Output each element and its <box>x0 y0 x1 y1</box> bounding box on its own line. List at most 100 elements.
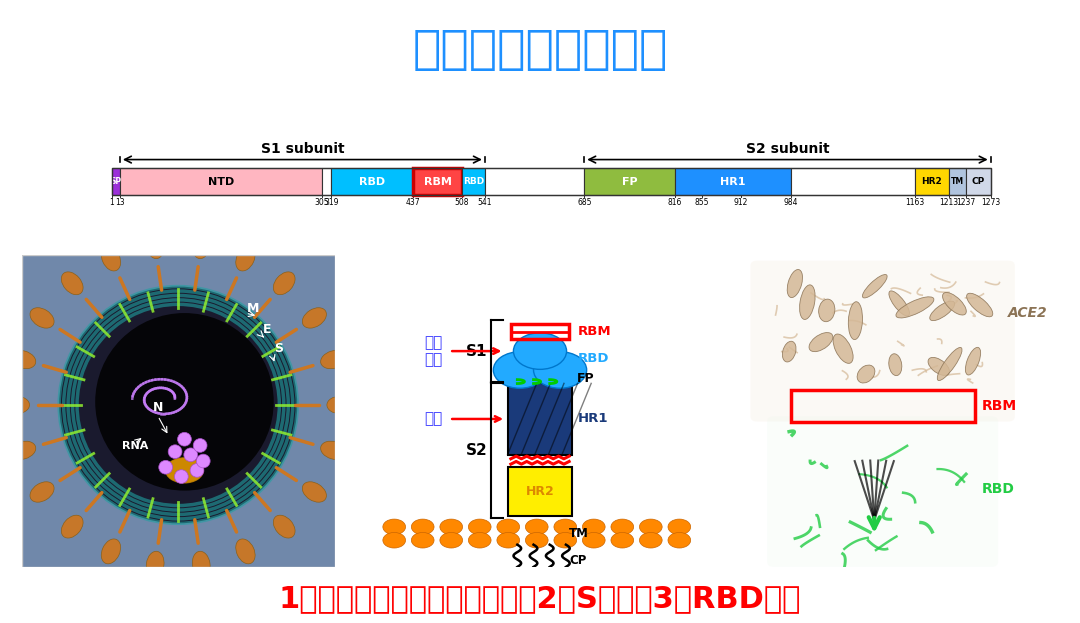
Circle shape <box>554 519 577 535</box>
Ellipse shape <box>943 292 967 315</box>
Text: HR1: HR1 <box>577 412 608 426</box>
Text: 855: 855 <box>694 198 708 207</box>
FancyBboxPatch shape <box>767 416 998 567</box>
Text: 305: 305 <box>314 198 329 207</box>
Text: S1: S1 <box>465 344 487 359</box>
Text: TM: TM <box>950 177 964 186</box>
Circle shape <box>639 533 662 548</box>
Ellipse shape <box>10 441 36 459</box>
Ellipse shape <box>102 246 121 271</box>
Ellipse shape <box>273 515 295 538</box>
Ellipse shape <box>30 482 54 502</box>
Circle shape <box>497 519 519 535</box>
Circle shape <box>175 470 188 483</box>
Text: S1 subunit: S1 subunit <box>260 142 345 156</box>
Bar <box>584 168 675 195</box>
Circle shape <box>440 533 462 548</box>
Ellipse shape <box>930 301 955 321</box>
Ellipse shape <box>889 291 909 316</box>
Text: RBD: RBD <box>360 177 386 187</box>
Circle shape <box>95 313 273 491</box>
Ellipse shape <box>787 270 802 298</box>
Text: RBM: RBM <box>982 399 1016 413</box>
Circle shape <box>497 533 519 548</box>
Circle shape <box>168 445 181 459</box>
Text: 1: 1 <box>109 198 114 207</box>
Circle shape <box>469 519 491 535</box>
Text: CP: CP <box>972 177 985 186</box>
Text: HR2: HR2 <box>526 485 554 498</box>
Text: RBD: RBD <box>463 177 484 186</box>
Bar <box>791 168 915 195</box>
Text: E: E <box>262 323 271 336</box>
Text: RNA: RNA <box>122 440 148 450</box>
Text: 541: 541 <box>477 198 492 207</box>
Text: 13: 13 <box>116 198 125 207</box>
Text: RBM: RBM <box>577 325 611 338</box>
Circle shape <box>639 519 662 535</box>
Text: 多肽: 多肽 <box>424 411 443 427</box>
Circle shape <box>440 519 462 535</box>
Circle shape <box>59 287 297 523</box>
Ellipse shape <box>321 441 347 459</box>
Ellipse shape <box>146 232 164 259</box>
Bar <box>462 168 485 195</box>
Ellipse shape <box>10 351 36 369</box>
Ellipse shape <box>302 308 326 328</box>
Bar <box>413 168 462 195</box>
Bar <box>508 467 572 516</box>
Bar <box>508 383 572 455</box>
Text: 685: 685 <box>577 198 592 207</box>
Text: 疫苗
抗体: 疫苗 抗体 <box>424 335 443 368</box>
Ellipse shape <box>165 458 203 483</box>
Circle shape <box>193 439 207 452</box>
Text: S: S <box>273 342 283 355</box>
Circle shape <box>525 519 549 535</box>
Bar <box>949 168 966 195</box>
Text: 1273: 1273 <box>981 198 1000 207</box>
Text: 1213: 1213 <box>940 198 959 207</box>
Bar <box>966 168 990 195</box>
Circle shape <box>469 533 491 548</box>
FancyBboxPatch shape <box>751 260 1015 422</box>
Ellipse shape <box>146 551 164 578</box>
Circle shape <box>177 432 191 446</box>
Bar <box>120 168 322 195</box>
Text: 508: 508 <box>455 198 470 207</box>
Bar <box>511 325 569 339</box>
Ellipse shape <box>799 285 815 320</box>
Ellipse shape <box>809 333 833 351</box>
Circle shape <box>411 533 434 548</box>
Bar <box>332 168 413 195</box>
Bar <box>791 391 975 422</box>
Text: HR2: HR2 <box>921 177 942 186</box>
Text: 1163: 1163 <box>905 198 924 207</box>
Circle shape <box>383 533 406 548</box>
Text: 437: 437 <box>406 198 420 207</box>
Ellipse shape <box>192 232 211 259</box>
Ellipse shape <box>30 308 54 328</box>
Text: FP: FP <box>622 177 637 187</box>
Circle shape <box>190 464 204 477</box>
Text: 984: 984 <box>784 198 798 207</box>
Bar <box>915 168 949 195</box>
Text: S2 subunit: S2 subunit <box>745 142 829 156</box>
Ellipse shape <box>966 348 981 375</box>
Text: FP: FP <box>577 373 595 386</box>
Circle shape <box>534 352 586 388</box>
Ellipse shape <box>858 365 875 383</box>
Ellipse shape <box>967 293 993 316</box>
Circle shape <box>554 533 577 548</box>
Text: CP: CP <box>569 554 586 567</box>
Bar <box>111 168 990 195</box>
Circle shape <box>197 454 211 468</box>
Circle shape <box>411 519 434 535</box>
Circle shape <box>611 533 634 548</box>
Circle shape <box>184 448 198 462</box>
Bar <box>111 168 120 195</box>
Circle shape <box>582 519 605 535</box>
Circle shape <box>611 519 634 535</box>
Circle shape <box>582 533 605 548</box>
Text: 816: 816 <box>667 198 681 207</box>
Ellipse shape <box>863 275 887 298</box>
